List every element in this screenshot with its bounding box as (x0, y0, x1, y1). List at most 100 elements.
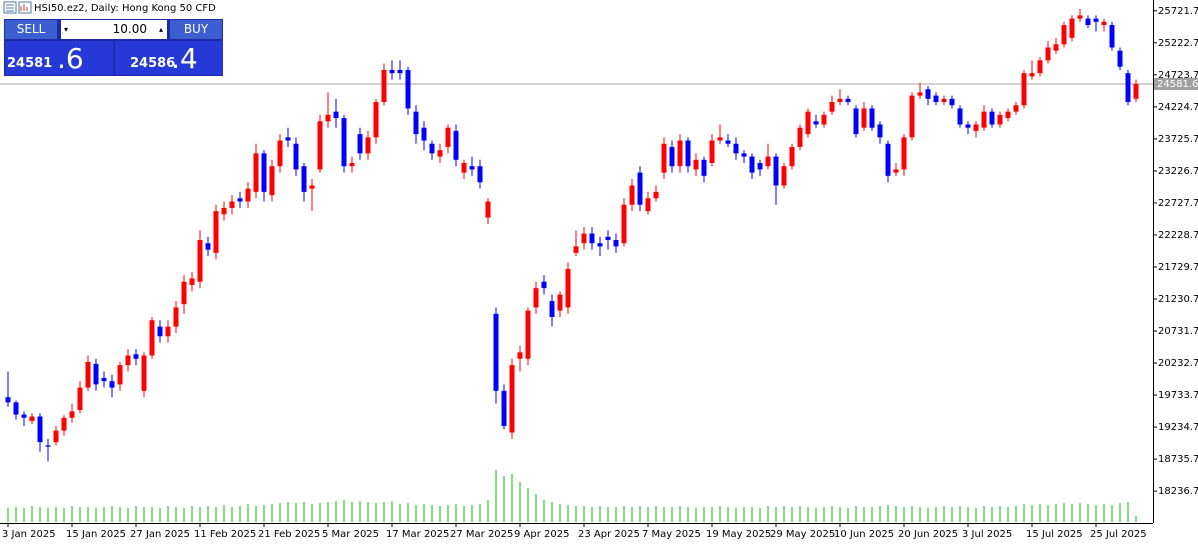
candle-body (133, 354, 139, 359)
candle-body (261, 153, 267, 192)
candle-body (645, 198, 651, 212)
candle-body (701, 159, 707, 176)
current-price-label: 24581.6 (1157, 79, 1198, 90)
candle-body (213, 211, 219, 253)
x-tick-label: 11 Feb 2025 (194, 529, 256, 540)
candle-body (621, 204, 627, 244)
candle-body (1037, 60, 1043, 74)
candle-body (669, 146, 675, 167)
candle-body (829, 102, 835, 112)
decrease[interactable]: ▾ (64, 25, 69, 34)
y-tick-label: 25222.7 (1158, 38, 1198, 49)
candle-body (693, 159, 699, 170)
candle-body (277, 140, 283, 167)
candle-body (357, 134, 363, 154)
volume-input[interactable]: ▾ 10.00 ▴ (61, 20, 167, 39)
candle-body (1013, 105, 1019, 112)
candle-body (757, 162, 763, 170)
candle-body (493, 313, 499, 391)
increase[interactable]: ▴ (158, 25, 163, 34)
candle-body (805, 111, 811, 135)
candle-body (1061, 25, 1067, 45)
candle-body (949, 98, 955, 106)
candle-body (1021, 73, 1027, 106)
candle-body (413, 111, 419, 135)
y-tick-label: 24723.7 (1158, 70, 1198, 81)
candle-body (1029, 73, 1035, 77)
candle-body (629, 185, 635, 205)
candle-body (1125, 73, 1131, 103)
candle-body (1053, 44, 1059, 51)
candle-body (861, 108, 867, 128)
candle-body (445, 127, 451, 147)
candle-body (533, 288, 539, 308)
candle-body (573, 246, 579, 253)
candle-body (549, 300, 555, 318)
candle-body (1133, 83, 1139, 99)
candle-body (101, 377, 107, 382)
candle-body (293, 143, 299, 170)
candle-body (1077, 15, 1083, 19)
candle-body (661, 143, 667, 173)
candle-body (653, 191, 659, 199)
volume-value: 10.00 (112, 22, 147, 36)
candle-body (821, 114, 827, 125)
candle-body (53, 430, 59, 443)
candle-body (1085, 18, 1091, 26)
candle-body (117, 365, 123, 385)
x-tick-label: 20 Jun 2025 (898, 529, 958, 540)
candle-body (253, 153, 259, 192)
candle-body (141, 355, 147, 391)
candle-body (581, 233, 587, 244)
x-tick-label: 9 Apr 2025 (514, 529, 569, 540)
candle-body (893, 169, 899, 173)
x-tick-label: 17 Mar 2025 (386, 529, 449, 540)
candle-body (405, 69, 411, 109)
candle-body (245, 188, 251, 202)
sell-button[interactable]: SELL (5, 20, 57, 39)
candle-body (317, 121, 323, 170)
candle-body (1045, 47, 1051, 61)
candle-body (909, 95, 915, 138)
candle-body (797, 127, 803, 147)
candle-body (605, 236, 611, 241)
candle-body (109, 381, 115, 388)
candle-body (765, 156, 771, 167)
candle-body (69, 411, 75, 418)
candle-body (437, 150, 443, 157)
chart-icon[interactable] (18, 1, 32, 14)
candle-body (733, 143, 739, 154)
candle-body (189, 278, 195, 285)
candle-body (845, 98, 851, 103)
candle-body (37, 416, 43, 443)
candle-body (741, 153, 747, 157)
y-tick-label: 18735.7 (1158, 454, 1198, 465)
sell-price[interactable]: 24581 .6 (5, 41, 113, 75)
candle-body (181, 281, 187, 305)
x-tick-label: 21 Feb 2025 (258, 529, 320, 540)
candle-body (301, 166, 307, 192)
candle-body (517, 352, 523, 359)
buy-price[interactable]: 24586 .4 (115, 41, 223, 75)
x-tick-label: 25 Jul 2025 (1090, 529, 1147, 540)
y-tick-label: 22228.7 (1158, 230, 1198, 241)
candle-body (885, 143, 891, 176)
x-tick-label: 27 Mar 2025 (450, 529, 513, 540)
y-tick-label: 21729.7 (1158, 262, 1198, 273)
x-tick-label: 19 May 2025 (706, 529, 771, 540)
buy-button[interactable]: BUY (170, 20, 222, 39)
candle-body (509, 365, 515, 433)
candle-body (597, 243, 603, 247)
candle-body (789, 146, 795, 167)
candle-body (637, 172, 643, 205)
candle-body (541, 281, 547, 289)
buy-price-main: 24586 (130, 56, 176, 71)
candle-body (221, 207, 227, 215)
candle-body (1069, 18, 1075, 38)
candle-body (565, 268, 571, 308)
sell-price-frac: .6 (57, 42, 84, 75)
x-tick-label: 3 Jul 2025 (962, 529, 1012, 540)
candle-body (1101, 21, 1107, 26)
candle-body (21, 414, 27, 418)
